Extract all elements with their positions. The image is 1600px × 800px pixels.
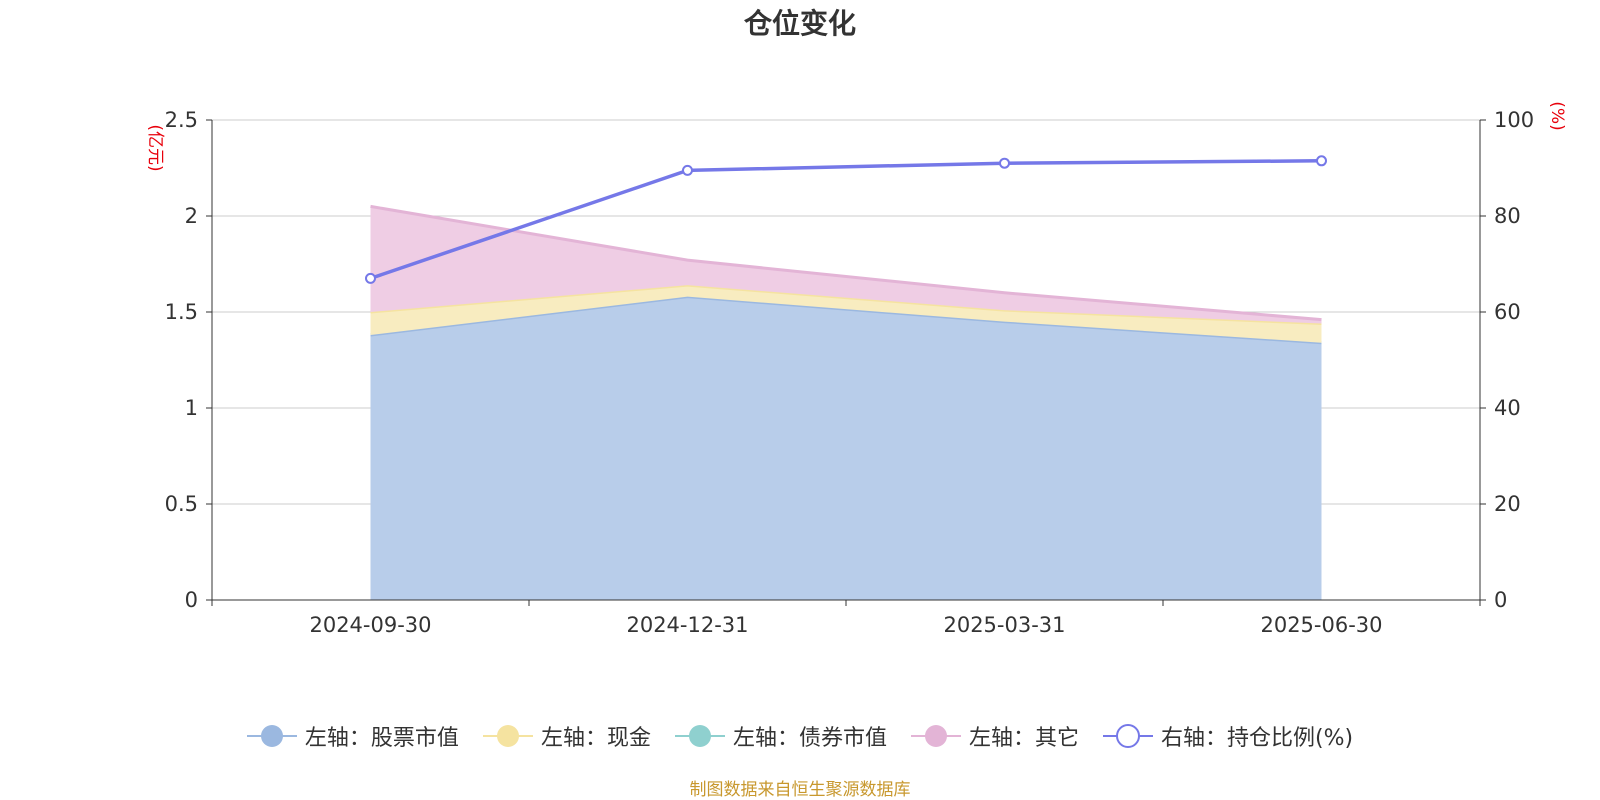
area-series-0 — [370, 296, 1322, 600]
x-axis-tick-label-3: 2025-06-30 — [1260, 613, 1382, 637]
legend-label-bond: 左轴：债券市值 — [732, 726, 887, 751]
legend-swatch-position-ratio — [1102, 724, 1153, 748]
chart-legend: 左轴：股票市值 左轴：现金 左轴：债券市值 左轴：其它 右轴：持仓比例(%) — [0, 720, 1600, 752]
right-axis-tick-label-1: 20 — [1494, 492, 1521, 516]
left-axis-tick-label-0: 0 — [185, 588, 198, 612]
right-axis-tick-label-4: 80 — [1494, 204, 1521, 228]
legend-item-stock[interactable]: 左轴：股票市值 — [246, 720, 459, 752]
legend-label-position-ratio: 右轴：持仓比例(%) — [1160, 726, 1354, 751]
legend-swatch-other — [910, 725, 961, 747]
area-line-series-3 — [370, 204, 1322, 322]
x-axis-tick-label-0: 2024-09-30 — [309, 613, 431, 637]
line-series-4 — [369, 159, 1322, 281]
x-axis-tick-label-1: 2024-12-31 — [626, 613, 748, 637]
left-axis-tick-label-5: 2.5 — [165, 108, 198, 132]
legend-label-cash: 左轴：现金 — [540, 726, 651, 751]
legend-item-other[interactable]: 左轴：其它 — [910, 720, 1079, 752]
left-axis-tick-label-1: 0.5 — [165, 492, 198, 516]
legend-swatch-cash — [482, 725, 533, 747]
legend-label-stock: 左轴：股票市值 — [304, 726, 459, 751]
legend-item-position-ratio[interactable]: 右轴：持仓比例(%) — [1102, 720, 1354, 752]
legend-swatch-bond — [674, 725, 725, 747]
source-note: 制图数据来自恒生聚源数据库 — [689, 780, 911, 800]
legend-item-cash[interactable]: 左轴：现金 — [482, 720, 651, 752]
right-axis-tick-label-5: 100 — [1494, 108, 1534, 132]
left-axis-tick-label-3: 1.5 — [165, 300, 198, 324]
line-point-4-2[interactable] — [999, 157, 1010, 169]
right-axis-tick-label-0: 0 — [1494, 588, 1507, 612]
legend-item-bond[interactable]: 左轴：债券市值 — [674, 720, 887, 752]
area-series-1 — [370, 285, 1322, 343]
legend-label-other: 左轴：其它 — [968, 726, 1079, 751]
left-axis-tick-label-4: 2 — [185, 204, 198, 228]
legend-swatch-stock — [246, 725, 297, 747]
right-axis-tick-label-3: 60 — [1494, 300, 1521, 324]
right-axis-tick-label-2: 40 — [1494, 396, 1521, 420]
line-point-4-1[interactable] — [682, 164, 693, 176]
right-axis-unit-label: (%) — [1547, 101, 1567, 130]
left-axis-tick-label-2: 1 — [185, 396, 198, 420]
line-point-4-3[interactable] — [1316, 155, 1327, 167]
line-point-4-0[interactable] — [365, 272, 376, 284]
left-axis-unit-label: (亿元) — [145, 124, 165, 171]
chart-title: 仓位变化 — [743, 7, 856, 40]
x-axis-tick-label-2: 2025-03-31 — [943, 613, 1065, 637]
